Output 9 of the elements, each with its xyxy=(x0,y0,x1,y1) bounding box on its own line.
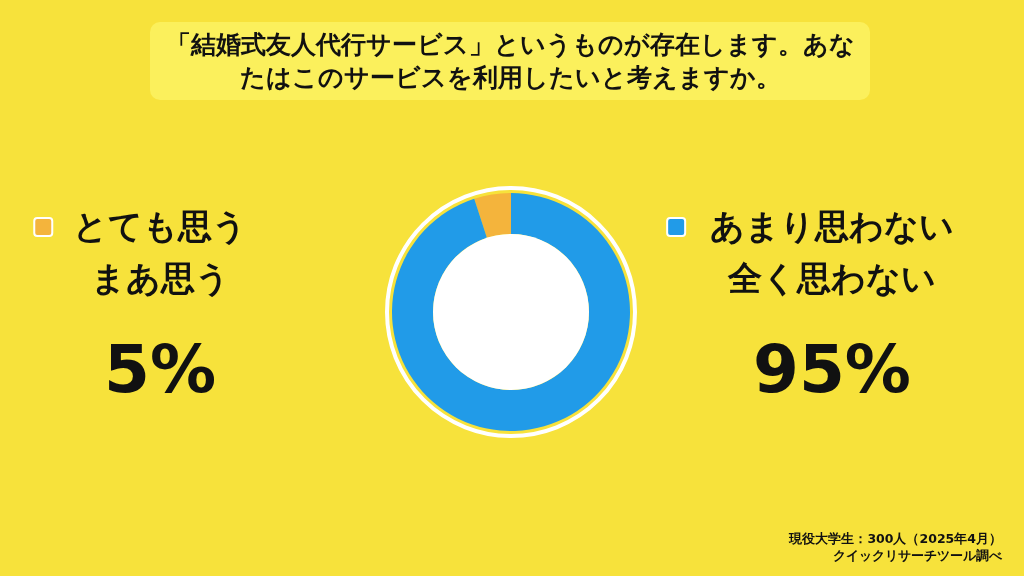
donut-slice xyxy=(474,193,511,238)
text: 現役大学生：300人（2025年4月） xyxy=(789,530,1002,547)
data-label: 5% xyxy=(103,331,217,408)
legend-label: あまり思わない全く思わない xyxy=(709,205,955,300)
text: クイックリサーチツール調べ xyxy=(832,547,1002,564)
donut-slice xyxy=(392,193,630,431)
legend-label: とても思うまあ思う xyxy=(72,205,248,300)
chart-title: 「結婚式友人代行サービス」というものが存在します。あなたはこのサービスを利用したいと考えますか。 xyxy=(150,22,870,100)
data-label: 95% xyxy=(753,331,911,408)
